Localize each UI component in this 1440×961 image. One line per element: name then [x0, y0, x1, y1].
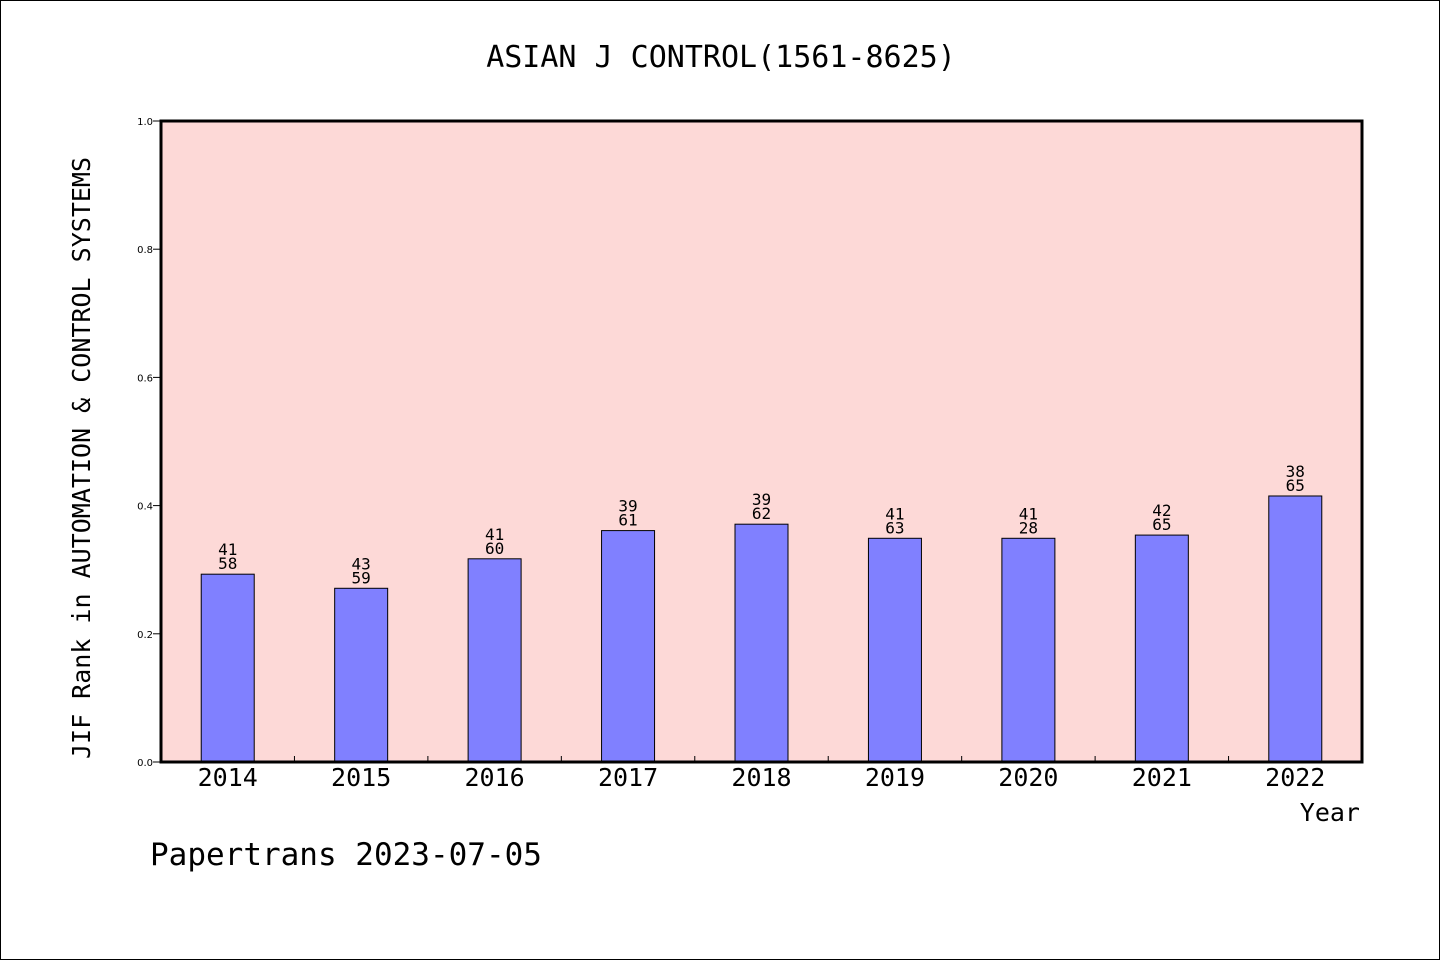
- bar-2017: [601, 530, 656, 763]
- x-axis-label: Year: [1300, 798, 1360, 827]
- bar-label-top: 41: [218, 540, 237, 559]
- bar-2022: [1268, 495, 1323, 763]
- chart-title: ASIAN J CONTROL(1561-8625): [486, 40, 956, 75]
- x-tick-label: 2022: [1265, 763, 1325, 792]
- plot-border: [159, 119, 1364, 764]
- x-tick-label: 2021: [1132, 763, 1192, 792]
- bar-label-bottom: 60: [485, 539, 504, 558]
- bar-label-top: 41: [485, 525, 504, 544]
- bar-2015: [334, 587, 389, 763]
- y-tick-label: 0.2: [137, 630, 153, 641]
- bar-label-bottom: 58: [218, 554, 237, 573]
- footer-text: Papertrans 2023-07-05: [150, 837, 542, 873]
- x-tick-label: 2014: [198, 763, 258, 792]
- bar-label-bottom: 65: [1286, 476, 1305, 495]
- bar-label-top: 41: [1019, 504, 1038, 523]
- bar-label-bottom: 63: [885, 518, 904, 537]
- bar-label-bottom: 61: [618, 511, 637, 530]
- bar-2016: [467, 558, 522, 763]
- bar-2014: [200, 573, 255, 763]
- x-tick-label: 2017: [598, 763, 658, 792]
- bar-label-top: 39: [618, 497, 637, 516]
- y-tick-label: 1.0: [137, 117, 153, 128]
- y-tick-label: 0.6: [137, 373, 153, 384]
- y-tick-label: 0.4: [137, 502, 153, 513]
- y-axis-label: JIF Rank in AUTOMATION & CONTROL SYSTEMS: [67, 157, 96, 759]
- bar-label-top: 41: [885, 504, 904, 523]
- bar-label-top: 38: [1286, 462, 1305, 481]
- bar-label-bottom: 59: [352, 568, 371, 587]
- bar-label-bottom: 28: [1019, 518, 1038, 537]
- bar-2021: [1134, 534, 1189, 763]
- bar-2018: [734, 523, 789, 763]
- bar-label-top: 42: [1152, 501, 1171, 520]
- bar-2019: [867, 537, 922, 763]
- x-tick-label: 2020: [998, 763, 1058, 792]
- bar-label-bottom: 62: [752, 504, 771, 523]
- bar-label-top: 43: [352, 554, 371, 573]
- y-tick-label: 0.8: [137, 245, 153, 256]
- bar-label-top: 39: [752, 490, 771, 509]
- bar-label-bottom: 65: [1152, 515, 1171, 534]
- x-tick-label: 2018: [731, 763, 791, 792]
- x-tick-label: 2016: [465, 763, 525, 792]
- y-tick-label: 0.0: [137, 758, 153, 769]
- x-tick-label: 2019: [865, 763, 925, 792]
- x-tick-label: 2015: [331, 763, 391, 792]
- bar-2020: [1001, 537, 1056, 763]
